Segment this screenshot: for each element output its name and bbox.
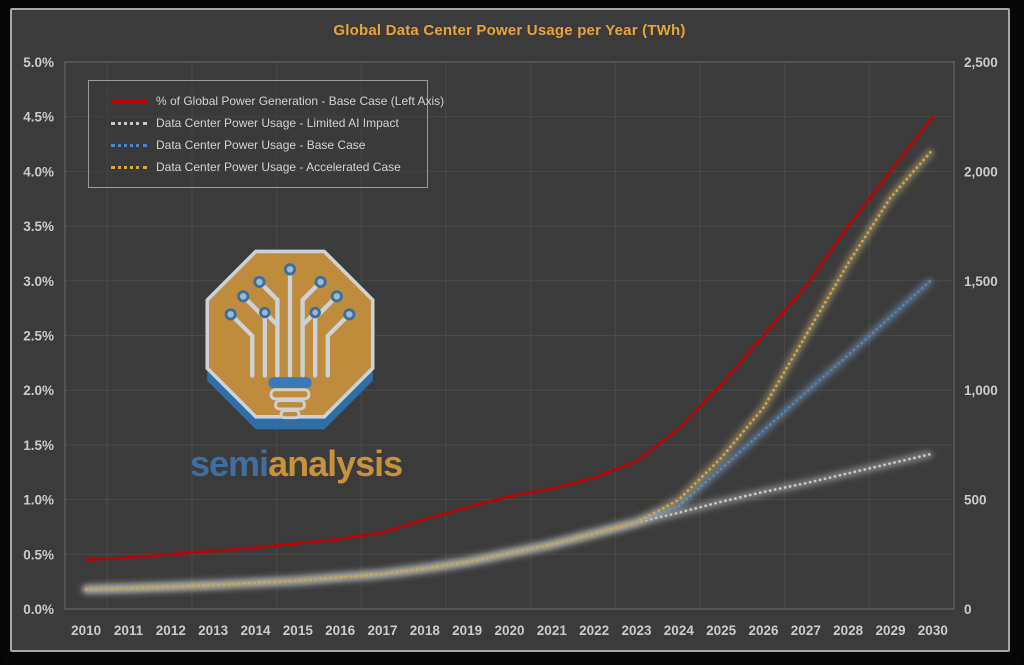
x-axis-tick-label: 2014 (240, 623, 271, 638)
semianalysis-logo: semianalysis (190, 246, 403, 486)
chart-title: Global Data Center Power Usage per Year … (333, 22, 686, 39)
x-axis-tick-label: 2016 (325, 623, 356, 638)
legend: % of Global Power Generation - Base Case… (88, 80, 444, 188)
wordmark-analysis: analysis (268, 443, 403, 484)
legend-dotted-line-swatch-icon (111, 121, 147, 125)
y-axis-right-tick-label: 500 (964, 493, 987, 508)
x-axis-tick-label: 2015 (283, 623, 314, 638)
x-axis-tick-label: 2021 (537, 623, 568, 638)
y-axis-right-tick-label: 1,500 (964, 274, 998, 289)
x-axis-tick-label: 2028 (833, 623, 864, 638)
x-axis-tick-label: 2030 (918, 623, 948, 638)
y-axis-left-tick-label: 4.5% (23, 110, 54, 125)
x-axis-tick-label: 2029 (875, 623, 905, 638)
x-axis-tick-label: 2020 (494, 623, 524, 638)
x-axis-tick-label: 2011 (114, 623, 144, 638)
y-axis-left-tick-label: 0.0% (23, 602, 54, 617)
legend-item: % of Global Power Generation - Base Case… (111, 90, 444, 112)
chart-panel: Global Data Center Power Usage per Year … (10, 8, 1010, 652)
legend-item: Data Center Power Usage - Limited AI Imp… (111, 112, 427, 134)
x-axis-tick-label: 2027 (791, 623, 821, 638)
x-axis-tick-label: 2025 (706, 623, 737, 638)
bulb-base-icon (268, 377, 312, 420)
plot-border (64, 61, 955, 610)
legend-dotted-line-swatch-icon (111, 143, 147, 147)
semianalysis-wordmark: semianalysis (190, 443, 403, 485)
x-axis-tick-label: 2018 (410, 623, 441, 638)
legend-item-label: Data Center Power Usage - Limited AI Imp… (156, 116, 399, 130)
series-line-4 (84, 148, 935, 591)
y-axis-right-tick-label: 0 (964, 602, 972, 617)
x-axis-tick-label: 2010 (71, 623, 101, 638)
x-axis-tick-label: 2017 (367, 623, 397, 638)
series-line-1 (84, 115, 935, 562)
legend-item-label: Data Center Power Usage - Base Case (156, 138, 366, 152)
legend-item: Data Center Power Usage - Accelerated Ca… (111, 156, 427, 178)
x-axis-tick-label: 2024 (664, 623, 695, 638)
circuit-node-dots-icon (224, 263, 356, 321)
x-axis-tick-label: 2013 (198, 623, 229, 638)
x-axis-tick-label: 2022 (579, 623, 609, 638)
y-axis-left-tick-label: 2.0% (23, 383, 54, 398)
semianalysis-octagon-icon (205, 249, 375, 430)
y-axis-left-tick-label: 0.5% (23, 547, 54, 562)
y-axis-left-tick-label: 3.5% (23, 219, 54, 234)
y-axis-right-tick-label: 2,000 (964, 164, 998, 179)
y-axis-left-tick-label: 3.0% (23, 274, 54, 289)
y-axis-left-tick-label: 4.0% (23, 164, 54, 179)
legend-dotted-line-swatch-icon (111, 165, 147, 169)
x-axis-tick-label: 2012 (156, 623, 186, 638)
x-axis-tick-label: 2026 (748, 623, 779, 638)
y-axis-left-tick-label: 1.5% (23, 438, 54, 453)
legend-item: Data Center Power Usage - Base Case (111, 134, 427, 156)
x-axis-tick-label: 2019 (452, 623, 482, 638)
x-axis-tick-label: 2023 (621, 623, 652, 638)
y-axis-right-tick-label: 1,000 (964, 383, 998, 398)
legend-solid-line-swatch-icon (111, 99, 147, 103)
y-axis-right-tick-label: 2,500 (964, 55, 998, 70)
y-axis-left-tick-label: 5.0% (23, 55, 54, 70)
legend-item-label: Data Center Power Usage - Accelerated Ca… (156, 160, 401, 174)
legend-item-label: % of Global Power Generation - Base Case… (156, 94, 445, 108)
wordmark-semi: semi (190, 443, 269, 484)
y-axis-left-tick-label: 1.0% (23, 493, 54, 508)
y-axis-left-tick-label: 2.5% (23, 329, 54, 344)
